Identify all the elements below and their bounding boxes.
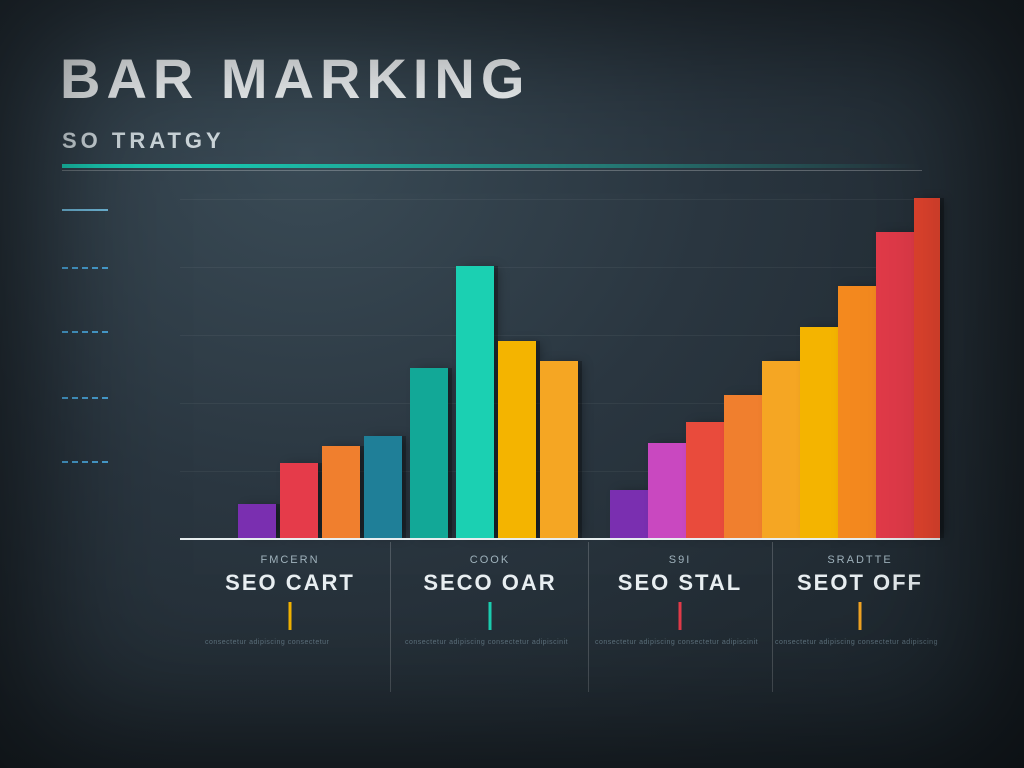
section-main-label: SEO CART [190,570,390,596]
bar [280,463,318,538]
section-desc: consectetur adipiscing consectetur adipi… [775,638,945,648]
section-sup-label: FMCERN [210,554,370,566]
bar [686,422,724,538]
bar [364,436,402,538]
bar [540,361,578,538]
bar [838,286,876,538]
page-subtitle: SO TRATGY [62,128,225,154]
section-tick [489,602,492,630]
thin-rule [62,170,922,171]
infographic-stage: BAR MARKING SO TRATGY FMCERN SEO CART cons… [0,0,1024,768]
y-tick [62,456,114,466]
page-title: BAR MARKING [60,46,530,111]
section-divider [588,542,589,692]
bar [410,368,448,538]
section-main-label: SECO OAR [390,570,590,596]
section-main-label: SEOT OFF [760,570,960,596]
section-desc: consectetur adipiscing consectetur adipi… [405,638,575,648]
section-divider [772,542,773,692]
accent-rule [62,164,922,168]
bar [800,327,838,538]
bar [648,443,686,538]
section-tick [289,602,292,630]
section-tick [859,602,862,630]
bar-group [180,198,940,538]
section-desc: consectetur adipiscing consectetur [205,638,375,648]
section-sup-label: S9I [600,554,760,566]
chart-baseline [180,538,940,540]
bar [238,504,276,538]
y-tick [62,326,114,336]
section-tick [679,602,682,630]
section-sup-label: SRADTTE [780,554,940,566]
bar [762,361,800,538]
section-sup-label: COOK [410,554,570,566]
bar [610,490,648,538]
bar [724,395,762,538]
y-tick [62,392,114,402]
section-divider [390,542,391,692]
bar [322,446,360,538]
bar [876,232,914,538]
y-tick [62,204,114,214]
section-desc: consectetur adipiscing consectetur adipi… [595,638,765,648]
section-main-label: SEO STAL [580,570,780,596]
bar [456,266,494,538]
bar-chart [180,200,940,540]
y-tick [62,262,114,272]
bar [498,341,536,538]
bar [914,198,940,538]
